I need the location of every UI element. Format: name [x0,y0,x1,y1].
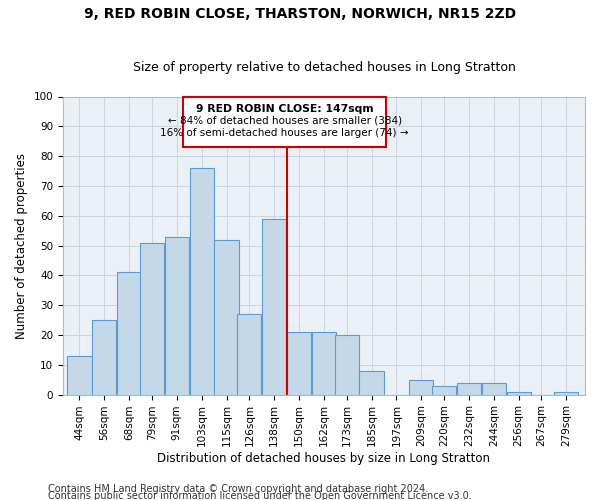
Text: 9 RED ROBIN CLOSE: 147sqm: 9 RED ROBIN CLOSE: 147sqm [196,104,373,114]
Bar [237,314,262,394]
Bar [359,370,384,394]
X-axis label: Distribution of detached houses by size in Long Stratton: Distribution of detached houses by size … [157,452,490,465]
Bar [335,335,359,394]
Bar [554,392,578,394]
Bar [312,332,336,394]
Bar [117,272,142,394]
Title: Size of property relative to detached houses in Long Stratton: Size of property relative to detached ho… [133,62,515,74]
Bar [287,332,311,394]
Bar [165,236,189,394]
Bar [506,392,531,394]
Bar [262,218,286,394]
Text: Contains HM Land Registry data © Crown copyright and database right 2024.: Contains HM Land Registry data © Crown c… [48,484,428,494]
Bar [92,320,116,394]
Text: Contains public sector information licensed under the Open Government Licence v3: Contains public sector information licen… [48,491,472,500]
Bar [214,240,239,394]
Bar [183,96,386,147]
Bar [67,356,92,395]
Bar [457,382,481,394]
Bar [432,386,456,394]
Text: ← 84% of detached houses are smaller (384): ← 84% of detached houses are smaller (38… [167,116,401,126]
Text: 16% of semi-detached houses are larger (74) →: 16% of semi-detached houses are larger (… [160,128,409,138]
Text: 9, RED ROBIN CLOSE, THARSTON, NORWICH, NR15 2ZD: 9, RED ROBIN CLOSE, THARSTON, NORWICH, N… [84,8,516,22]
Bar [190,168,214,394]
Bar [482,382,506,394]
Bar [140,242,164,394]
Bar [409,380,433,394]
Y-axis label: Number of detached properties: Number of detached properties [15,152,28,338]
